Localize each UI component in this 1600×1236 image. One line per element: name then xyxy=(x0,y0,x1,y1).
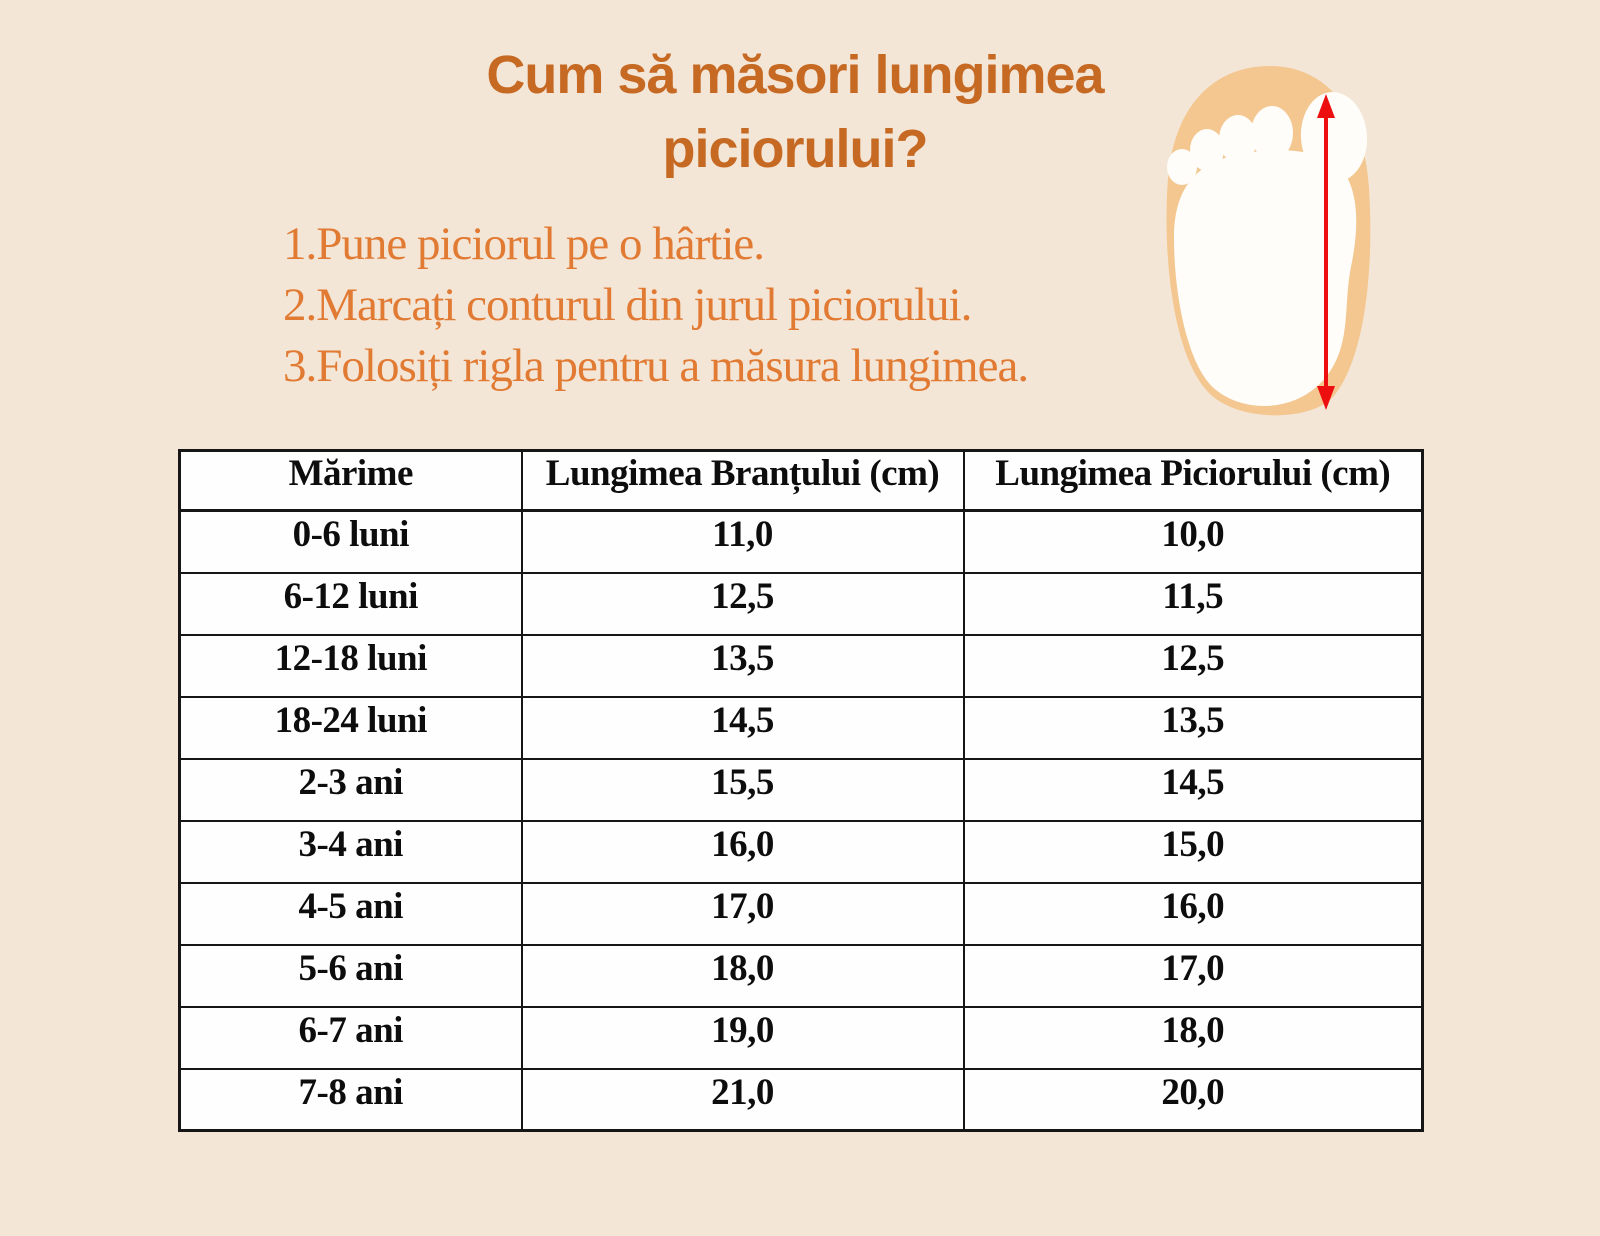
table-row: 6-7 ani 19,0 18,0 xyxy=(178,1005,1424,1070)
insole-length-cell: 11,0 xyxy=(520,509,965,574)
table-row: 18-24 luni 14,5 13,5 xyxy=(178,695,1424,760)
insole-length-cell: 17,0 xyxy=(520,881,965,946)
foot-big-toe xyxy=(1300,92,1368,182)
insole-length-cell: 14,5 xyxy=(520,695,965,760)
column-header-insole-length: Lungimea Branțului (cm) xyxy=(520,449,965,512)
foot-length-cell: 12,5 xyxy=(962,633,1424,698)
foot-length-cell: 18,0 xyxy=(962,1005,1424,1070)
foot-toe xyxy=(1190,129,1224,171)
size-cell: 7-8 ani xyxy=(178,1067,523,1132)
instruction-step-1: 1.Pune piciorul pe o hârtie. xyxy=(283,218,765,270)
foot-illustration-svg xyxy=(1166,66,1371,416)
insole-length-cell: 21,0 xyxy=(520,1067,965,1132)
foot-toe xyxy=(1219,115,1257,163)
insole-length-cell: 18,0 xyxy=(520,943,965,1008)
size-cell: 2-3 ani xyxy=(178,757,523,822)
foot-length-cell: 11,5 xyxy=(962,571,1424,636)
size-table: Mărime Lungimea Branțului (cm) Lungimea … xyxy=(178,449,1424,1132)
instruction-step-3: 3.Folosiți rigla pentru a măsura lungime… xyxy=(283,340,1029,392)
insole-length-cell: 15,5 xyxy=(520,757,965,822)
foot-length-cell: 17,0 xyxy=(962,943,1424,1008)
measure-arrow-head-top xyxy=(1317,94,1335,118)
table-row: 2-3 ani 15,5 14,5 xyxy=(178,757,1424,822)
table-row: 0-6 luni 11,0 10,0 xyxy=(178,509,1424,574)
insole-length-cell: 12,5 xyxy=(520,571,965,636)
size-table-header-row: Mărime Lungimea Branțului (cm) Lungimea … xyxy=(178,449,1424,512)
foot-length-cell: 20,0 xyxy=(962,1067,1424,1132)
size-cell: 5-6 ani xyxy=(178,943,523,1008)
foot-length-cell: 14,5 xyxy=(962,757,1424,822)
size-cell: 12-18 luni xyxy=(178,633,523,698)
foot-toe xyxy=(1251,106,1293,160)
insole-length-cell: 13,5 xyxy=(520,633,965,698)
foot-toe xyxy=(1167,149,1197,185)
page-title-line-2: piciorului? xyxy=(662,119,929,179)
table-row: 12-18 luni 13,5 12,5 xyxy=(178,633,1424,698)
size-cell: 6-7 ani xyxy=(178,1005,523,1070)
size-cell: 4-5 ani xyxy=(178,881,523,946)
instructions-list: 1.Pune piciorul pe o hârtie. 2.Marcați c… xyxy=(283,214,1029,397)
foot-length-cell: 16,0 xyxy=(962,881,1424,946)
table-row: 3-4 ani 16,0 15,0 xyxy=(178,819,1424,884)
table-row: 4-5 ani 17,0 16,0 xyxy=(178,881,1424,946)
size-cell: 3-4 ani xyxy=(178,819,523,884)
foot-sole xyxy=(1174,150,1357,406)
page-title-line-1: Cum să măsori lungimea xyxy=(486,45,1104,105)
size-cell: 6-12 luni xyxy=(178,571,523,636)
foot-length-cell: 13,5 xyxy=(962,695,1424,760)
foot-length-cell: 15,0 xyxy=(962,819,1424,884)
table-row: 5-6 ani 18,0 17,0 xyxy=(178,943,1424,1008)
size-cell: 18-24 luni xyxy=(178,695,523,760)
insole-length-cell: 16,0 xyxy=(520,819,965,884)
measure-arrow-head-bottom xyxy=(1317,386,1335,410)
column-header-foot-length: Lungimea Piciorului (cm) xyxy=(962,449,1424,512)
size-cell: 0-6 luni xyxy=(178,509,523,574)
foot-length-cell: 10,0 xyxy=(962,509,1424,574)
page-title: Cum să măsori lungimea piciorului? xyxy=(0,38,1590,186)
table-row: 6-12 luni 12,5 11,5 xyxy=(178,571,1424,636)
column-header-size: Mărime xyxy=(178,449,523,512)
measure-arrow xyxy=(1317,94,1335,410)
table-row: 7-8 ani 21,0 20,0 xyxy=(178,1067,1424,1132)
foot-illustration xyxy=(1148,60,1390,424)
instruction-step-2: 2.Marcați conturul din jurul piciorului. xyxy=(283,279,972,331)
insole-length-cell: 19,0 xyxy=(520,1005,965,1070)
